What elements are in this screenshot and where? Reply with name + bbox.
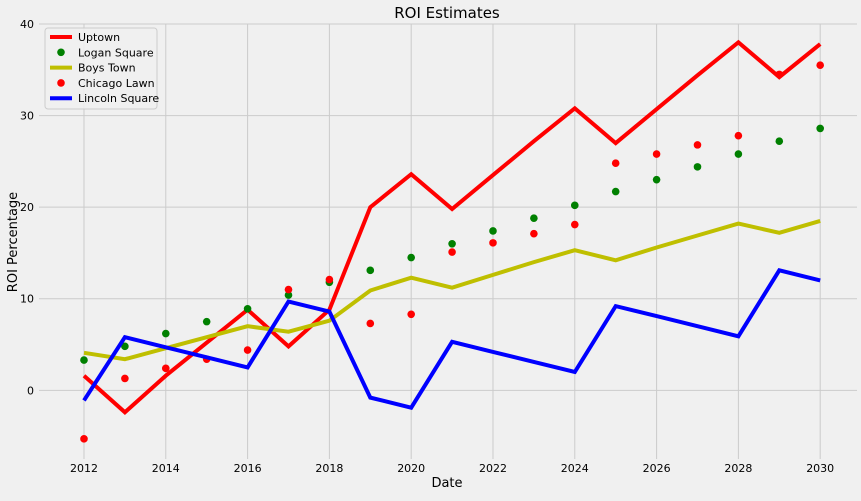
data-point-logan-square — [570, 201, 579, 210]
series-line-lincoln-square — [82, 268, 821, 410]
x-axis-title: Date — [431, 476, 462, 491]
data-point-chicago-lawn — [284, 285, 293, 294]
data-point-logan-square — [80, 356, 88, 364]
data-point-chicago-lawn — [693, 141, 702, 149]
data-point-logan-square — [611, 187, 620, 196]
x-tick-label: 2026 — [643, 462, 671, 475]
data-point-logan-square — [816, 124, 824, 133]
data-point-logan-square — [407, 253, 415, 262]
y-axis-title: ROI Percentage — [6, 192, 21, 292]
x-tick-label: 2016 — [234, 462, 262, 475]
y-tick-label: 40 — [20, 18, 34, 31]
legend-label-lincoln-square: Lincoln Square — [78, 92, 159, 105]
y-tick-label: 20 — [20, 201, 34, 214]
data-point-logan-square — [202, 317, 211, 326]
x-tick-label: 2020 — [397, 462, 425, 475]
data-point-chicago-lawn — [243, 346, 252, 354]
data-point-chicago-lawn — [489, 239, 497, 247]
data-point-logan-square — [448, 239, 456, 248]
data-point-chicago-lawn — [775, 70, 784, 79]
data-point-logan-square — [652, 175, 661, 184]
legend-label-boys-town: Boys Town — [78, 62, 136, 75]
x-tick-label: 2012 — [70, 462, 98, 475]
legend-box — [44, 27, 158, 110]
x-tick-label: 2028 — [724, 462, 752, 475]
legend-label-logan-square: Logan Square — [78, 46, 154, 59]
chart-title: ROI Estimates — [394, 4, 500, 22]
data-point-logan-square — [161, 329, 170, 338]
data-point-logan-square — [530, 214, 538, 222]
x-tick-label: 2024 — [561, 462, 589, 475]
data-point-chicago-lawn — [121, 374, 129, 383]
data-point-chicago-lawn — [570, 220, 579, 229]
data-point-chicago-lawn — [816, 61, 824, 70]
y-tick-label: 30 — [20, 110, 34, 123]
tick-labels: 2012 2014 2016 2018 2020 2022 2024 2026 2028 2030… — [20, 18, 834, 475]
y-tick-label: 0 — [27, 384, 34, 397]
x-tick-label: 2018 — [315, 462, 343, 475]
data-series — [80, 39, 824, 443]
data-point-chicago-lawn — [407, 310, 415, 319]
legend-swatch-logan-square — [57, 48, 65, 57]
legend: Uptown Logan Square Boys Town Chicago Lawn L… — [44, 27, 159, 110]
data-point-chicago-lawn — [80, 435, 88, 443]
data-point-logan-square — [734, 150, 743, 158]
data-point-logan-square — [243, 305, 252, 313]
data-point-chicago-lawn — [611, 159, 620, 167]
data-point-logan-square — [366, 266, 375, 275]
plot-area — [39, 24, 857, 459]
legend-label-uptown: Uptown — [78, 31, 120, 44]
data-point-chicago-lawn — [530, 229, 538, 238]
data-point-chicago-lawn — [448, 248, 456, 256]
series-line-uptown — [82, 39, 822, 415]
data-point-logan-square — [693, 163, 702, 171]
data-point-chicago-lawn — [366, 319, 375, 328]
data-point-chicago-lawn — [734, 131, 743, 140]
series-line-boys-town — [83, 218, 821, 362]
data-point-chicago-lawn — [652, 150, 661, 158]
data-point-chicago-lawn — [161, 364, 170, 373]
data-point-logan-square — [489, 227, 497, 235]
data-point-logan-square — [775, 137, 784, 146]
legend-label-chicago-lawn: Chicago Lawn — [78, 77, 155, 90]
data-point-logan-square — [284, 291, 293, 299]
x-tick-label: 2014 — [152, 462, 180, 475]
x-tick-label: 2022 — [479, 462, 507, 475]
y-tick-label: 10 — [20, 293, 34, 306]
x-tick-label: 2030 — [806, 462, 834, 475]
legend-swatch-chicago-lawn — [57, 79, 65, 87]
data-point-logan-square — [121, 342, 129, 351]
data-point-chicago-lawn — [325, 275, 334, 284]
